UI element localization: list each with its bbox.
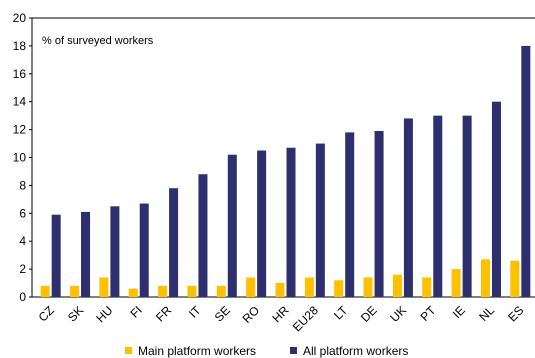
y-tick-label: 0 — [19, 290, 26, 304]
bar-all-nl — [491, 101, 501, 297]
y-tick-label: 20 — [13, 11, 27, 25]
bar-all-de — [374, 130, 384, 297]
x-tick-label-hr: HR — [269, 303, 291, 325]
bar-all-sk — [81, 211, 91, 297]
y-tick-label: 2 — [19, 262, 26, 276]
bar-main-hu — [99, 277, 109, 297]
bar-main-eu28 — [304, 277, 314, 297]
bar-all-ro — [257, 150, 267, 297]
bar-main-pt — [422, 277, 432, 297]
bar-all-ie — [462, 115, 472, 298]
bar-main-sk — [70, 285, 80, 297]
bar-main-fi — [128, 288, 138, 297]
bar-main-es — [510, 260, 520, 297]
x-tick-label-pt: PT — [418, 303, 439, 324]
bar-all-pt — [433, 115, 443, 298]
bar-all-fr — [169, 188, 179, 297]
bar-main-se — [216, 285, 226, 297]
x-tick-label-es: ES — [505, 303, 526, 324]
x-tick-label-nl: NL — [476, 303, 497, 324]
x-tick-label-lt: LT — [331, 303, 351, 323]
y-tick-label: 16 — [13, 67, 27, 81]
y-tick-label: 10 — [13, 151, 27, 165]
bar-all-se — [227, 154, 237, 297]
x-tick-label-ro: RO — [240, 303, 263, 326]
bar-all-hu — [110, 206, 120, 297]
bar-main-de — [363, 277, 373, 297]
x-tick-label-se: SE — [212, 303, 233, 324]
x-tick-label-fr: FR — [153, 303, 174, 324]
y-tick-label: 18 — [13, 39, 27, 53]
bar-all-uk — [403, 118, 413, 297]
legend-label-all-platform-workers: All platform workers — [303, 344, 408, 358]
bar-main-ie — [451, 269, 461, 297]
legend-label-main-platform-workers: Main platform workers — [138, 344, 256, 358]
x-tick-label-de: DE — [358, 303, 380, 325]
bar-main-ro — [246, 277, 256, 297]
bar-main-hr — [275, 283, 285, 297]
unit-label: % of surveyed workers — [42, 35, 154, 47]
bar-all-es — [521, 45, 531, 298]
y-tick-label: 6 — [19, 206, 26, 220]
bar-main-lt — [334, 280, 344, 297]
bar-main-cz — [40, 285, 50, 297]
y-tick-label: 14 — [13, 95, 27, 109]
bar-all-hr — [286, 147, 296, 297]
legend-swatch-all-platform-workers — [290, 347, 297, 354]
legend-swatch-main-platform-workers — [125, 347, 132, 354]
bar-all-it — [198, 174, 208, 297]
x-tick-label-cz: CZ — [36, 303, 57, 324]
x-tick-label-hu: HU — [93, 303, 115, 325]
bar-main-uk — [392, 274, 402, 297]
bar-main-fr — [158, 285, 168, 297]
series-main-platform-workers — [40, 259, 520, 297]
x-tick-label-fi: FI — [127, 303, 144, 320]
legend: Main platform workers All platform worke… — [125, 344, 408, 358]
series-all-platform-workers — [51, 45, 531, 298]
bar-all-eu28 — [315, 143, 325, 297]
x-tick-label-ie: IE — [450, 303, 468, 321]
bar-main-it — [187, 285, 197, 297]
y-tick-label: 8 — [19, 178, 26, 192]
x-tick-label-eu28: EU28 — [290, 303, 321, 334]
bar-all-fi — [139, 203, 149, 297]
bar-all-cz — [51, 214, 61, 297]
x-tick-label-sk: SK — [65, 303, 86, 324]
y-axis-ticks: 0 2 4 6 8 10 12 14 16 18 20 — [13, 11, 32, 304]
bar-all-lt — [345, 132, 355, 297]
x-tick-label-uk: UK — [387, 303, 409, 325]
y-tick-label: 12 — [13, 123, 27, 137]
bar-main-nl — [480, 259, 490, 297]
y-tick-label: 4 — [19, 234, 26, 248]
x-tick-label-it: IT — [186, 303, 204, 321]
